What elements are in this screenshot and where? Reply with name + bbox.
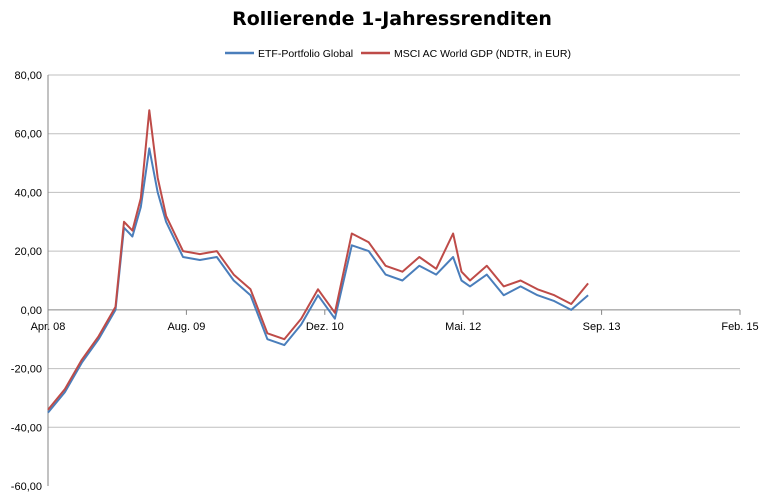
y-tick-label: -40,00 bbox=[11, 422, 42, 434]
y-tick-label: 0,00 bbox=[21, 305, 42, 317]
x-tick-label: Sep. 13 bbox=[583, 321, 621, 333]
x-tick-label: Aug. 09 bbox=[167, 321, 205, 333]
x-tick-label: Feb. 15 bbox=[721, 321, 758, 333]
chart-title: Rollierende 1-Jahressrenditen bbox=[232, 8, 552, 30]
legend-label-msci: MSCI AC World GDP (NDTR, in EUR) bbox=[394, 48, 571, 60]
series-line-etf bbox=[47, 147, 589, 414]
y-tick-label: 80,00 bbox=[14, 70, 42, 82]
legend-label-etf: ETF-Portfolio Global bbox=[258, 48, 353, 60]
y-tick-label: 60,00 bbox=[14, 129, 42, 141]
y-tick-label: 40,00 bbox=[14, 187, 42, 199]
x-tick-label: Mai. 12 bbox=[445, 321, 481, 333]
y-tick-label: -20,00 bbox=[11, 364, 42, 376]
x-tick-label: Dez. 10 bbox=[306, 321, 344, 333]
gridlines bbox=[48, 74, 740, 428]
y-axis-tick-labels: 80,00 60,00 40,00 20,00 0,00 -20,00 -40,00 -60,… bbox=[11, 70, 42, 493]
series-line-msci bbox=[47, 109, 589, 411]
y-tick-label: -60,00 bbox=[11, 481, 42, 493]
legend: ETF-Portfolio Global MSCI AC World GDP (… bbox=[225, 48, 571, 60]
series-layer bbox=[47, 109, 589, 414]
y-tick-label: 20,00 bbox=[14, 246, 42, 258]
